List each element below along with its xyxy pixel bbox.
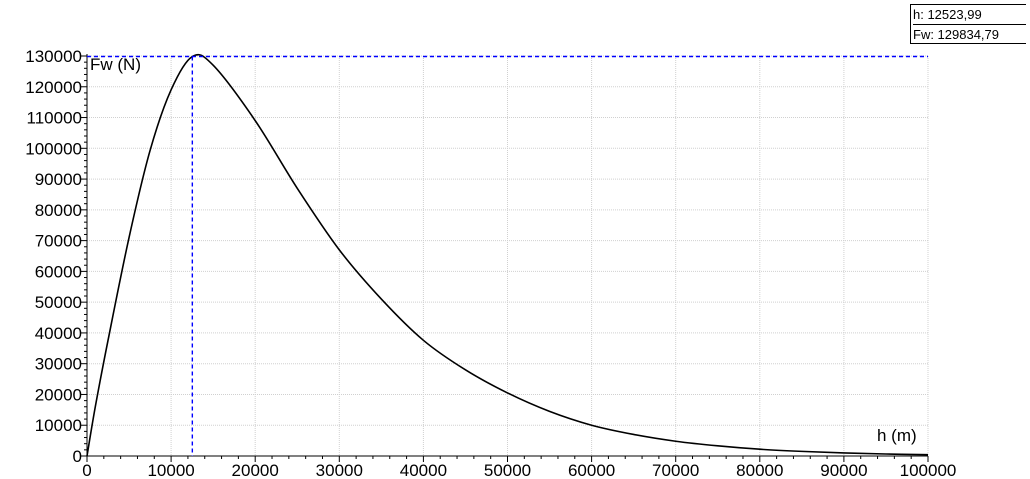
y-tick-label: 60000 (35, 262, 82, 281)
fw-curve (86, 53, 929, 457)
ticks: 0 10000 20000 30000 40000 50000 60000 70000 8000… (25, 47, 956, 479)
y-tick-label: 30000 (35, 355, 82, 374)
x-tick-label: 10000 (147, 461, 194, 479)
x-tick-label: 60000 (568, 461, 615, 479)
x-tick-label: 40000 (400, 461, 447, 479)
y-tick-label: 0 (73, 447, 82, 466)
x-tick-label: 50000 (484, 461, 531, 479)
x-axis-title: h (m) (877, 426, 917, 445)
x-tick-label: 0 (82, 461, 91, 479)
x-tick-label: 80000 (736, 461, 783, 479)
y-tick-label: 130000 (25, 47, 82, 66)
y-tick-label: 20000 (35, 385, 82, 404)
y-axis-title: Fw (N) (90, 55, 141, 74)
y-tick-label: 100000 (25, 139, 82, 158)
y-tick-label: 70000 (35, 232, 82, 251)
y-tick-label: 10000 (35, 416, 82, 435)
cursor (87, 55, 928, 456)
cursor-readout: h: 12523,99 Fw: 129834,79 (910, 4, 1026, 44)
y-tick-label: 110000 (27, 109, 82, 128)
grid (87, 55, 929, 456)
x-tick-label: 20000 (232, 461, 279, 479)
y-tick-label: 50000 (35, 293, 82, 312)
y-tick-label: 120000 (25, 78, 82, 97)
x-tick-label: 70000 (652, 461, 699, 479)
y-tick-label: 40000 (35, 324, 82, 343)
y-tick-label: 80000 (35, 201, 82, 220)
y-tick-label: 90000 (35, 170, 82, 189)
readout-h: h: 12523,99 (913, 5, 1026, 25)
series (86, 53, 929, 457)
x-tick-label: 100000 (900, 461, 957, 479)
x-tick-label: 30000 (316, 461, 363, 479)
readout-fw: Fw: 129834,79 (913, 27, 1000, 42)
x-tick-label: 90000 (820, 461, 867, 479)
